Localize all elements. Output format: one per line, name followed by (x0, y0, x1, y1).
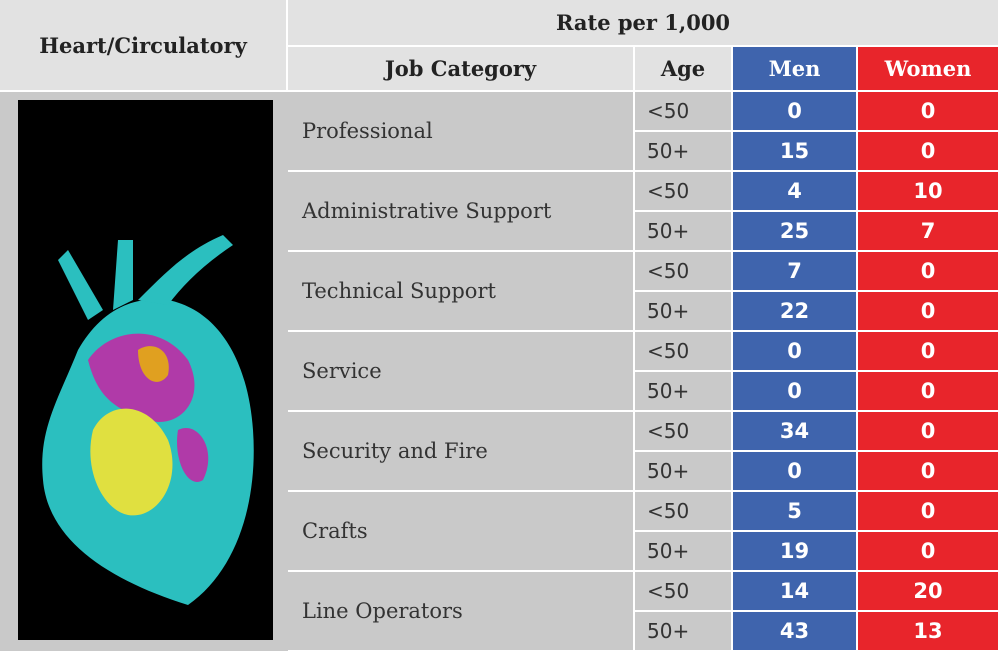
job-category: Technical Support (288, 252, 635, 332)
women-rate: 0 (858, 132, 1000, 172)
women-rate: 0 (858, 412, 1000, 452)
age: <50 (635, 172, 733, 212)
men-rate: 25 (733, 212, 858, 252)
women-rate: 20 (858, 572, 1000, 612)
women-rate: 0 (858, 452, 1000, 492)
age: 50+ (635, 132, 733, 172)
women-rate: 0 (858, 532, 1000, 572)
men-rate: 43 (733, 612, 858, 651)
men-rate: 15 (733, 132, 858, 172)
men-header: Men (733, 47, 858, 92)
women-header: Women (858, 47, 1000, 92)
age: 50+ (635, 372, 733, 412)
age: <50 (635, 572, 733, 612)
age: <50 (635, 92, 733, 132)
women-rate: 0 (858, 292, 1000, 332)
job-category: Administrative Support (288, 172, 635, 252)
heart-image (18, 100, 273, 640)
women-rate: 0 (858, 92, 1000, 132)
rate-label: Rate per 1,000 (288, 0, 1000, 47)
job-category: Line Operators (288, 572, 635, 651)
age: 50+ (635, 292, 733, 332)
age: <50 (635, 332, 733, 372)
women-rate: 0 (858, 492, 1000, 532)
men-rate: 7 (733, 252, 858, 292)
job-category: Service (288, 332, 635, 412)
age: <50 (635, 492, 733, 532)
men-rate: 0 (733, 372, 858, 412)
men-rate: 34 (733, 412, 858, 452)
men-rate: 19 (733, 532, 858, 572)
age: 50+ (635, 612, 733, 651)
women-rate: 0 (858, 372, 1000, 412)
men-rate: 0 (733, 92, 858, 132)
age: 50+ (635, 212, 733, 252)
job-category-header: Job Category (288, 47, 635, 92)
men-rate: 5 (733, 492, 858, 532)
age-header: Age (635, 47, 733, 92)
job-category: Crafts (288, 492, 635, 572)
age: 50+ (635, 532, 733, 572)
women-rate: 13 (858, 612, 1000, 651)
men-rate: 0 (733, 332, 858, 372)
job-category: Security and Fire (288, 412, 635, 492)
women-rate: 0 (858, 252, 1000, 292)
women-rate: 10 (858, 172, 1000, 212)
men-rate: 0 (733, 452, 858, 492)
age: <50 (635, 412, 733, 452)
men-rate: 14 (733, 572, 858, 612)
men-rate: 22 (733, 292, 858, 332)
table-title: Heart/Circulatory (0, 0, 288, 92)
men-rate: 4 (733, 172, 858, 212)
women-rate: 0 (858, 332, 1000, 372)
women-rate: 7 (858, 212, 1000, 252)
job-category: Professional (288, 92, 635, 172)
age: <50 (635, 252, 733, 292)
age: 50+ (635, 452, 733, 492)
